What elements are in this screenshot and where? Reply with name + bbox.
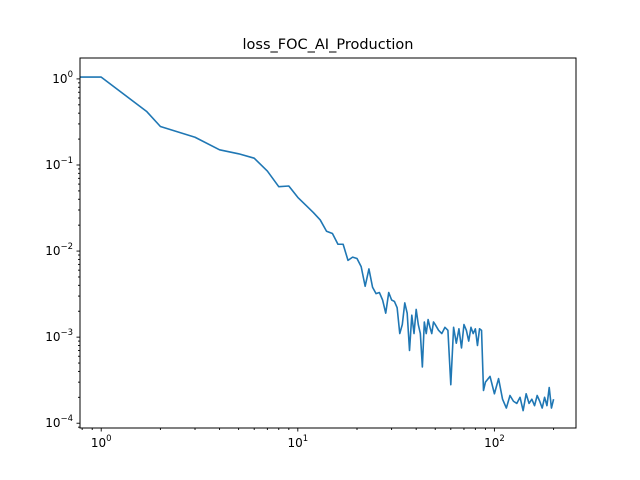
x-tick-label: 102 bbox=[484, 434, 505, 450]
y-tick-label: 100 bbox=[52, 70, 73, 86]
y-tick-label: 10−3 bbox=[45, 328, 73, 344]
y-tick-label: 10−1 bbox=[45, 156, 73, 172]
axis-ticks: 100 101 102 10−4 10−3 10−2 10−1 100 bbox=[45, 70, 555, 450]
y-tick-label: 10−4 bbox=[45, 414, 73, 430]
axes-frame bbox=[79, 57, 577, 429]
x-tick-label: 100 bbox=[91, 434, 112, 450]
series-line-0 bbox=[80, 76, 555, 412]
y-tick-label: 10−2 bbox=[45, 242, 73, 258]
plot-area bbox=[80, 76, 555, 412]
x-tick-label: 101 bbox=[287, 434, 308, 450]
chart-title: loss_FOC_AI_Production bbox=[243, 37, 414, 53]
